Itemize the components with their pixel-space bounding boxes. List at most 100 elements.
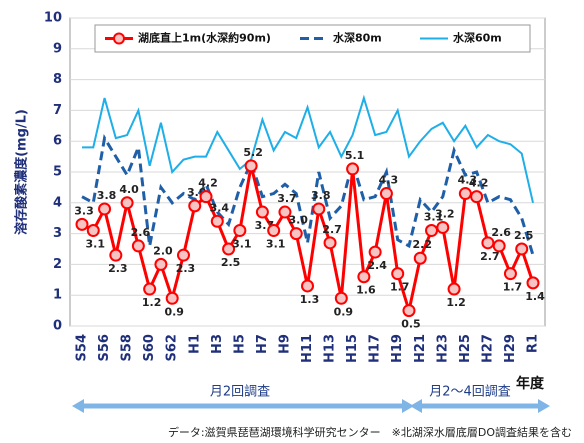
value-label: 1.3 xyxy=(300,293,320,306)
legend-label: 水深80m xyxy=(333,31,382,45)
x-tick-label: H5 xyxy=(232,334,247,354)
y-tick-label: 9 xyxy=(53,41,62,56)
data-point xyxy=(346,162,360,176)
series-line xyxy=(81,133,535,256)
data-point xyxy=(492,239,506,253)
x-tick-label: H25 xyxy=(458,334,473,363)
x-tick-label: S62 xyxy=(165,334,180,361)
x-tick-label: H27 xyxy=(480,334,495,363)
value-label: 4.0 xyxy=(119,183,139,196)
x-tick-label: S58 xyxy=(120,334,135,361)
value-label: 5.2 xyxy=(243,146,263,159)
x-tick-label: R1 xyxy=(526,334,541,353)
value-label: 1.2 xyxy=(446,296,466,309)
data-point xyxy=(391,267,405,281)
data-point xyxy=(86,224,100,238)
value-label: 2.2 xyxy=(413,238,433,251)
value-label: 1.7 xyxy=(503,281,523,294)
y-tick-label: 7 xyxy=(53,103,62,118)
data-point xyxy=(526,276,540,290)
x-tick-label: H23 xyxy=(435,334,450,363)
value-label: 2.4 xyxy=(367,259,387,272)
value-label: 2.0 xyxy=(153,244,173,257)
y-tick-label: 8 xyxy=(53,72,62,87)
value-label: 3.8 xyxy=(97,189,117,202)
value-label: 0.9 xyxy=(164,305,184,318)
arrow-head xyxy=(402,399,414,413)
data-point xyxy=(267,224,281,238)
legend-label: 湖底直上1m(水深約90m) xyxy=(138,31,271,45)
data-point xyxy=(165,291,179,305)
data-point xyxy=(368,245,382,259)
annotation: 月2回調査 xyxy=(210,385,270,400)
y-tick-label: 0 xyxy=(53,319,62,334)
data-point xyxy=(199,190,213,204)
series-line xyxy=(82,94,534,204)
value-label: 4.3 xyxy=(379,174,399,187)
data-point xyxy=(402,304,416,318)
x-tick-label: H29 xyxy=(503,334,518,363)
data-point xyxy=(301,279,314,293)
arrow-head xyxy=(410,399,422,413)
value-label: 1.6 xyxy=(356,284,376,297)
data-point xyxy=(109,248,123,262)
data-point xyxy=(458,187,472,201)
value-label: 5.1 xyxy=(345,149,365,162)
y-axis-label: 溶存酸素濃度(mg/L) xyxy=(14,109,30,235)
data-point xyxy=(278,205,292,219)
data-point xyxy=(425,224,439,238)
data-point xyxy=(503,267,517,281)
y-tick-label: 3 xyxy=(53,226,62,241)
data-point xyxy=(515,242,529,256)
data-point xyxy=(334,291,348,305)
y-tick-label: 1 xyxy=(53,288,62,303)
source-note: データ:滋賀県琵琶湖環境科学研究センター ※北湖深水層底層DO調査結果を含む xyxy=(168,425,572,439)
x-tick-label: H13 xyxy=(323,334,338,363)
legend-label: 水深60m xyxy=(453,31,502,45)
data-point xyxy=(143,282,157,296)
x-tick-label: S54 xyxy=(75,334,90,361)
x-tick-label: H3 xyxy=(210,334,225,354)
data-point xyxy=(447,282,461,296)
value-label: 2.5 xyxy=(221,256,241,269)
y-tick-label: 2 xyxy=(53,257,62,272)
value-label: 2.6 xyxy=(131,226,151,239)
value-label: 1.4 xyxy=(525,290,545,303)
period-arrows xyxy=(72,399,550,413)
data-point xyxy=(131,239,145,253)
x-tick-label: H9 xyxy=(277,334,292,354)
value-label: 1.7 xyxy=(390,281,410,294)
value-label: 3.2 xyxy=(435,207,455,220)
legend-marker xyxy=(113,32,125,45)
value-label: 4.2 xyxy=(469,177,489,190)
x-tick-label: H17 xyxy=(368,334,383,363)
value-label: 3.1 xyxy=(266,238,286,251)
data-point xyxy=(357,270,371,284)
data-point xyxy=(244,159,258,173)
data-point xyxy=(413,251,427,265)
arrow-head xyxy=(538,399,550,413)
data-point xyxy=(289,227,303,241)
y-tick-label: 4 xyxy=(53,195,62,210)
x-tick-label: S56 xyxy=(97,334,112,361)
data-point xyxy=(379,187,393,201)
x-tick-label: H19 xyxy=(390,334,405,363)
value-label: 0.5 xyxy=(401,318,421,331)
data-point xyxy=(436,220,450,234)
x-axis-label: 年度 xyxy=(516,375,545,392)
value-label: 3.1 xyxy=(424,211,444,224)
value-label: 3.0 xyxy=(288,214,308,227)
data-point xyxy=(255,205,269,219)
y-tick-label: 5 xyxy=(53,165,62,180)
value-label: 2.3 xyxy=(108,262,128,275)
value-label: 2.5 xyxy=(514,229,534,242)
x-tick-label: S60 xyxy=(142,334,157,361)
data-point xyxy=(176,248,190,262)
arrow-head xyxy=(72,399,84,413)
value-label: 2.7 xyxy=(480,250,500,263)
data-point xyxy=(233,224,247,238)
value-label: 3.3 xyxy=(74,204,94,217)
y-tick-label: 10 xyxy=(44,11,62,26)
data-point xyxy=(323,236,337,250)
